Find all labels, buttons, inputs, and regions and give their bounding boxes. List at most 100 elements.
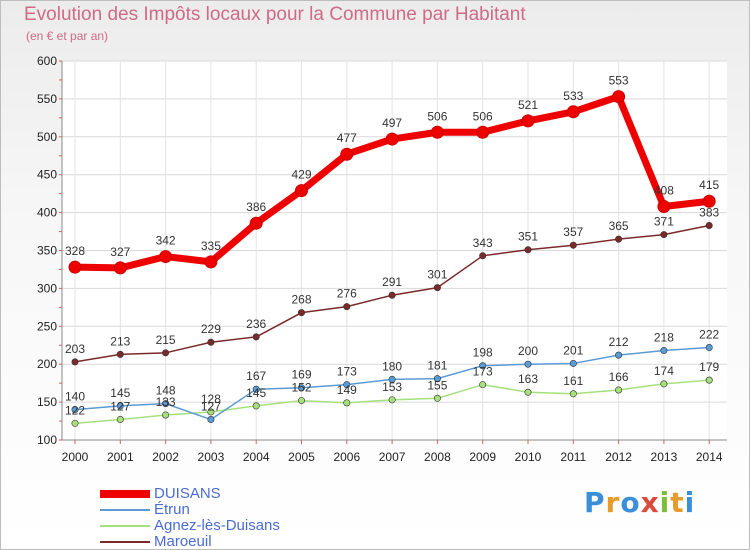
data-label: 122 xyxy=(65,403,85,417)
data-label: 386 xyxy=(246,200,266,214)
data-point xyxy=(388,291,396,299)
data-label: 343 xyxy=(473,236,493,250)
data-label: 408 xyxy=(654,184,674,198)
data-label: 201 xyxy=(563,343,583,357)
data-label: 533 xyxy=(563,89,583,103)
data-point xyxy=(660,347,668,355)
data-point xyxy=(297,397,305,405)
data-label: 477 xyxy=(337,131,357,145)
x-tick-label: 2008 xyxy=(424,450,451,464)
legend-swatch-agnez xyxy=(100,525,150,527)
data-label: 429 xyxy=(291,168,311,182)
data-point xyxy=(385,132,399,146)
data-point xyxy=(479,252,487,260)
data-point xyxy=(71,358,79,366)
data-label: 181 xyxy=(427,359,447,373)
x-tick-label: 2006 xyxy=(333,450,360,464)
data-label: 128 xyxy=(201,392,221,406)
y-tick-label: 500 xyxy=(37,130,57,144)
data-point xyxy=(430,125,444,139)
data-point xyxy=(705,344,713,352)
data-point xyxy=(479,362,487,370)
data-label: 301 xyxy=(427,268,447,282)
x-tick-label: 2005 xyxy=(288,450,315,464)
y-tick-label: 450 xyxy=(37,168,57,182)
data-label: 127 xyxy=(201,400,221,414)
data-label: 335 xyxy=(201,239,221,253)
data-point xyxy=(162,349,170,357)
data-point xyxy=(116,416,124,424)
legend: DUISANS Étrun Agnez-lès-Duisans Maroeuil xyxy=(100,485,360,550)
data-label: 506 xyxy=(473,109,493,123)
data-label: 174 xyxy=(654,364,674,378)
data-point xyxy=(388,396,396,404)
legend-label-duisans: DUISANS xyxy=(154,485,221,502)
data-label: 357 xyxy=(563,225,583,239)
data-point xyxy=(476,125,490,139)
y-tick-label: 600 xyxy=(37,54,57,68)
data-label: 268 xyxy=(291,293,311,307)
legend-item-duisans[interactable]: DUISANS xyxy=(100,485,360,502)
data-label: 161 xyxy=(563,374,583,388)
data-label: 212 xyxy=(609,335,629,349)
data-point xyxy=(252,385,260,393)
data-label: 371 xyxy=(654,215,674,229)
brand-letter: o xyxy=(620,486,641,519)
data-label: 179 xyxy=(699,360,719,374)
data-label: 218 xyxy=(654,331,674,345)
data-label: 383 xyxy=(699,205,719,219)
data-point xyxy=(433,284,441,292)
x-tick-label: 2009 xyxy=(469,450,496,464)
data-point xyxy=(71,419,79,427)
y-tick-label: 400 xyxy=(37,206,57,220)
data-label: 167 xyxy=(246,369,266,383)
data-point xyxy=(479,381,487,389)
x-tick-label: 2000 xyxy=(62,450,89,464)
data-point xyxy=(252,333,260,341)
brand-letter: i xyxy=(659,486,671,519)
data-label: 140 xyxy=(65,390,85,404)
data-label: 200 xyxy=(518,344,538,358)
data-label: 153 xyxy=(382,380,402,394)
data-label: 133 xyxy=(156,395,176,409)
x-tick-label: 2014 xyxy=(696,450,723,464)
x-tick-label: 2011 xyxy=(560,450,586,464)
x-tick-label: 2001 xyxy=(107,450,134,464)
data-label: 213 xyxy=(110,334,130,348)
data-point xyxy=(252,402,260,410)
legend-item-maroeuil[interactable]: Maroeuil xyxy=(100,533,360,550)
data-point xyxy=(113,261,127,275)
data-label: 521 xyxy=(518,98,538,112)
data-label: 327 xyxy=(110,245,130,259)
data-label: 506 xyxy=(427,109,447,123)
data-point xyxy=(569,359,577,367)
data-label: 203 xyxy=(65,342,85,356)
data-label: 163 xyxy=(518,372,538,386)
data-label: 351 xyxy=(518,230,538,244)
data-label: 145 xyxy=(110,386,130,400)
data-point xyxy=(524,246,532,254)
brand-letter: P xyxy=(584,486,606,519)
brand-logo: Proxiti xyxy=(584,486,695,519)
legend-item-etrun[interactable]: Étrun xyxy=(100,501,360,518)
data-point xyxy=(343,381,351,389)
legend-label-agnez: Agnez-lès-Duisans xyxy=(154,517,280,534)
data-label: 553 xyxy=(609,74,629,88)
data-label: 180 xyxy=(382,359,402,373)
data-point xyxy=(524,360,532,368)
data-label: 342 xyxy=(156,234,176,248)
data-point xyxy=(343,399,351,407)
data-point xyxy=(521,114,535,128)
data-label: 148 xyxy=(156,384,176,398)
legend-item-agnez[interactable]: Agnez-lès-Duisans xyxy=(100,517,360,534)
data-label: 173 xyxy=(337,365,357,379)
data-label: 149 xyxy=(337,383,357,397)
y-tick-label: 250 xyxy=(37,319,57,333)
data-label: 222 xyxy=(699,328,719,342)
data-point xyxy=(388,375,396,383)
data-label: 365 xyxy=(609,219,629,233)
data-label: 276 xyxy=(337,287,357,301)
data-point xyxy=(612,90,626,104)
data-point xyxy=(566,105,580,119)
